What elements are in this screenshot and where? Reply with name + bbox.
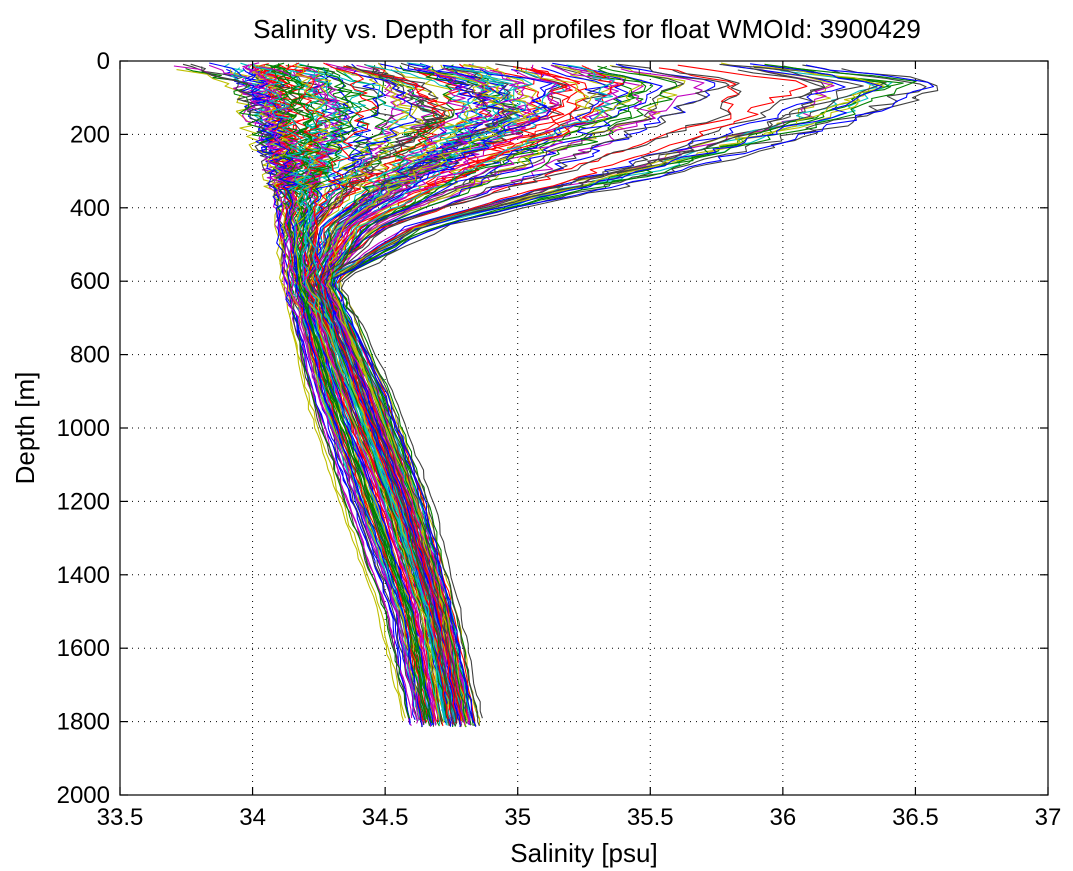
y-tick-label: 1000 — [57, 415, 110, 442]
profile-line — [320, 68, 469, 725]
x-tick-label: 36.5 — [892, 804, 939, 831]
y-tick-label: 600 — [70, 268, 110, 295]
profile-line — [330, 64, 615, 720]
y-tick-label: 400 — [70, 195, 110, 222]
plot-area — [173, 62, 939, 728]
y-tick-label: 200 — [70, 121, 110, 148]
profile-line — [242, 67, 422, 719]
profile-line — [338, 67, 826, 727]
profile-line — [327, 64, 619, 722]
x-tick-label: 35 — [504, 804, 531, 831]
x-tick-labels: 33.5 34 34.5 35 35.5 36 36.5 37 — [97, 804, 1062, 831]
x-tick-label: 34 — [239, 804, 266, 831]
y-tick-label: 0 — [97, 48, 110, 75]
axis-ticks — [119, 60, 1049, 796]
profile-line — [334, 64, 808, 725]
y-tick-label: 2000 — [57, 782, 110, 809]
profile-line — [287, 69, 441, 725]
x-tick-label: 36 — [770, 804, 797, 831]
x-tick-label: 35.5 — [627, 804, 674, 831]
y-tick-label: 1600 — [57, 635, 110, 662]
profile-line — [327, 65, 527, 722]
profile-line — [252, 63, 440, 722]
profile-line — [325, 63, 864, 719]
profile-line — [321, 69, 587, 723]
y-tick-label: 1800 — [57, 709, 110, 736]
profile-line — [293, 64, 440, 720]
profile-line — [305, 67, 445, 723]
profile-line — [176, 69, 405, 721]
x-tick-label: 34.5 — [362, 804, 409, 831]
y-tick-labels: 0 200 400 600 800 1000 1200 1400 1600 1800 2000 — [57, 48, 110, 809]
profile-line — [330, 65, 647, 724]
profile-line — [242, 62, 419, 724]
y-tick-label: 1400 — [57, 562, 110, 589]
profile-line — [251, 62, 445, 721]
profile-line — [260, 69, 427, 722]
profile-line — [340, 68, 939, 719]
y-tick-label: 1200 — [57, 488, 110, 515]
profile-line — [285, 62, 450, 720]
x-tick-label: 37 — [1035, 804, 1062, 831]
profile-line — [312, 62, 458, 723]
profile-line — [260, 66, 420, 720]
profile-line — [324, 68, 505, 722]
profile-line — [300, 69, 559, 721]
x-tick-label: 33.5 — [97, 804, 144, 831]
x-axis-label: Salinity [psu] — [510, 838, 657, 868]
profile-line — [318, 63, 730, 725]
y-axis-label: Depth [m] — [10, 372, 40, 485]
chart-title: Salinity vs. Depth for all profiles for … — [253, 14, 921, 44]
profile-lines — [173, 62, 939, 728]
profile-line — [265, 64, 427, 724]
y-tick-label: 800 — [70, 342, 110, 369]
profile-line — [333, 64, 935, 727]
